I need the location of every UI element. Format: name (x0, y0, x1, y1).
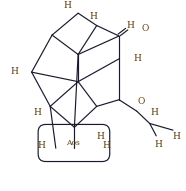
Text: H: H (154, 140, 162, 149)
Text: O: O (141, 24, 149, 33)
Text: H: H (38, 141, 46, 150)
Text: H: H (11, 67, 19, 76)
Text: H: H (134, 54, 142, 63)
Text: H: H (33, 108, 41, 117)
Text: H: H (89, 11, 97, 21)
Text: Aos: Aos (67, 139, 80, 147)
Text: H: H (150, 108, 158, 117)
Text: H: H (126, 21, 134, 30)
Text: O: O (138, 97, 145, 106)
Text: H: H (173, 132, 181, 141)
Text: H: H (63, 1, 71, 10)
Text: H: H (102, 141, 110, 150)
Text: H: H (97, 132, 104, 141)
